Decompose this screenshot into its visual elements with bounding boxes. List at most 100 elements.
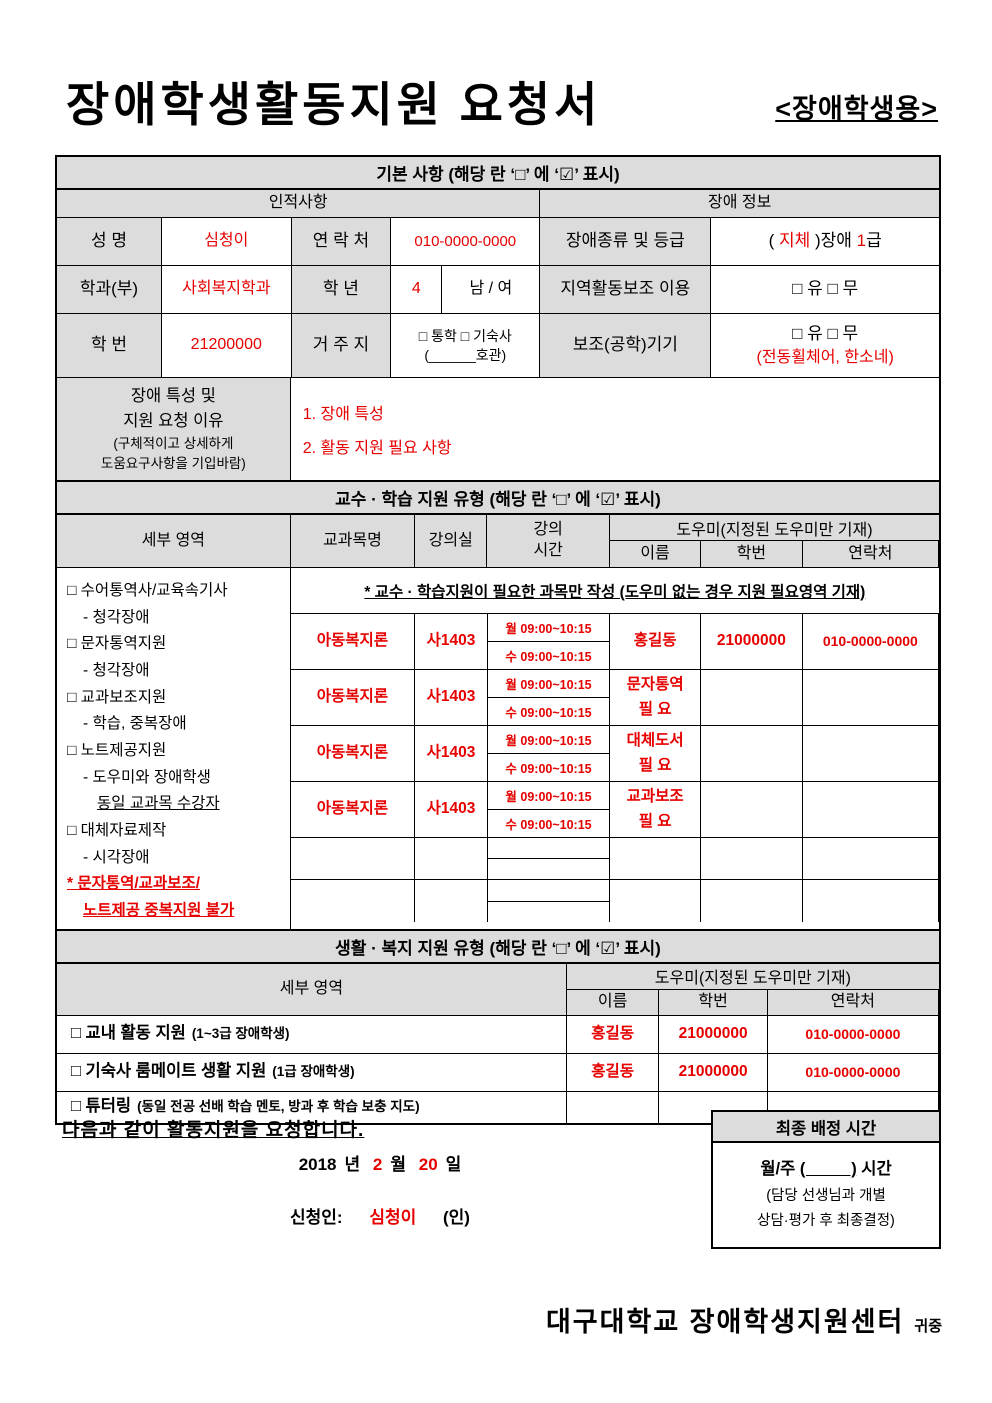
- welfare-header-helper-phone: 연락처: [767, 989, 939, 1015]
- department-label: 학과(부): [57, 266, 162, 313]
- course-time-2: 수 09:00~10:15: [505, 762, 592, 776]
- checklist-subitem: 동일 교과목 수강자: [97, 795, 220, 813]
- checklist-subitem: - 청각장애: [83, 661, 150, 679]
- teaching-helper-subheaders: 이름 학번 연락처: [609, 541, 939, 567]
- disability-info-header: 장애 정보: [540, 190, 939, 217]
- helper-name: [610, 880, 702, 922]
- helper-phone: [803, 670, 939, 725]
- course-time-1: 월 09:00~10:15: [487, 782, 610, 810]
- course-subject: [291, 838, 416, 879]
- course-time-2: 수 09:00~10:15: [505, 650, 592, 664]
- contact-label: 연 락 처: [291, 218, 392, 265]
- reason-label-line3: (구체적이고 상세하게: [113, 435, 234, 451]
- teaching-header-area: 세부 영역: [57, 515, 291, 567]
- helper-name: 문자통역 필 요: [610, 670, 702, 725]
- checklist-item: □ 노트제공지원: [67, 741, 167, 759]
- residence-options: □ 통학 □ 기숙사: [418, 327, 512, 344]
- welfare-item-subnote: (동일 전공 선배 학습 멘토, 방과 후 학습 보충 지도): [137, 1099, 420, 1115]
- support-type-checklist: □ 수어통역사/교육속기사 - 청각장애 □ 문자통역지원 - 청각장애 □ 교…: [57, 568, 291, 929]
- welfare-helper-id: 21000000: [659, 1015, 768, 1053]
- course-room: 사1403: [415, 726, 488, 781]
- welfare-helper-phone: 010-0000-0000: [768, 1015, 939, 1053]
- residence-label: 거 주 지: [291, 314, 392, 377]
- course-time-1: 월 09:00~10:15: [487, 726, 610, 754]
- seal-mark: (인): [443, 1208, 470, 1227]
- checklist-item: □ 교과보조지원: [67, 688, 167, 706]
- course-room: [415, 838, 488, 879]
- helper-name-line1: 교과보조: [626, 788, 684, 806]
- date-month-label: 월: [390, 1155, 406, 1174]
- helper-id: [701, 838, 803, 879]
- page-title-tag: <장애학생용>: [775, 94, 938, 125]
- teaching-body: □ 수어통역사/교육속기사 - 청각장애 □ 문자통역지원 - 청각장애 □ 교…: [57, 568, 939, 931]
- checklist-restriction-note: 노트제공 중복지원 불가: [83, 901, 235, 919]
- helper-id: [701, 670, 803, 725]
- date-year: 2018: [298, 1155, 337, 1174]
- community-assist-label: 지역활동보조 이용: [540, 266, 712, 313]
- course-times: [487, 880, 611, 922]
- grade-num: 1: [856, 231, 867, 251]
- date-year-label: 년: [344, 1155, 361, 1174]
- student-id-row: 학 번 21200000 거 주 지 □ 통학 □ 기숙사 (______호관)…: [57, 314, 939, 378]
- teaching-section-bar: 교수 · 학습 지원 유형 (해당 란 ‘□’ 에 ‘☑’ 표시): [57, 482, 939, 515]
- recipient-suffix: 귀중: [914, 1318, 942, 1335]
- hours-blank: ( ): [799, 1160, 857, 1178]
- form-table: 기본 사항 (해당 란 ‘□’ 에 ‘☑’ 표시) 인적사항 장애 정보 성 명…: [55, 155, 941, 1125]
- course-times: 월 09:00~10:15 수 09:00~10:15: [487, 670, 611, 725]
- course-times: [487, 838, 611, 879]
- course-subject: 아동복지론: [291, 782, 416, 837]
- welfare-helper-name: 홍길동: [567, 1053, 660, 1091]
- reason-label-line1: 장애 특성 및: [130, 387, 216, 405]
- helper-name-line2: 필 요: [638, 812, 672, 830]
- checklist-subitem: - 도우미와 장애학생: [83, 768, 211, 786]
- helper-name-line2: 필 요: [638, 756, 672, 774]
- checklist-item: □ 대체자료제작: [67, 821, 167, 839]
- welfare-helper-id: [659, 1091, 768, 1123]
- welfare-helper-name: 홍길동: [567, 1015, 660, 1053]
- name-label: 성 명: [57, 218, 162, 265]
- welfare-section-bar: 생활 · 복지 지원 유형 (해당 란 ‘□’ 에 ‘☑’ 표시): [57, 930, 939, 964]
- checklist-item: □ 수어통역사/교육속기사: [67, 582, 228, 599]
- gender-value: 남 / 여: [442, 266, 541, 313]
- device-checkboxes: □ 유 □ 무: [792, 323, 859, 343]
- helper-id: [701, 880, 803, 922]
- basic-section-bar: 기본 사항 (해당 란 ‘□’ 에 ‘☑’ 표시): [57, 157, 939, 190]
- welfare-helper-phone: [768, 1091, 939, 1123]
- grade-type: 지체: [778, 231, 811, 251]
- checklist-item: □ 문자통역지원: [67, 635, 167, 653]
- helper-name: 홍길동: [610, 614, 702, 669]
- student-id-value: 21200000: [162, 314, 292, 377]
- residence-checkboxes: □ 통학 □ 기숙사 (______호관): [391, 314, 541, 377]
- helper-name-line2: 필 요: [638, 700, 672, 718]
- final-assignment-note2: 상담·평가 후 최종결정): [757, 1213, 895, 1230]
- welfare-helper-group: 도우미(지정된 도우미만 기재) 이름 학번 연락처: [566, 963, 939, 1015]
- course-time-1: 월 09:00~10:15: [487, 670, 610, 698]
- teaching-header-time-line2: 시간: [533, 542, 563, 559]
- welfare-item-subnote: (1급 장애학생): [272, 1064, 355, 1080]
- welfare-header-helper-id: 학번: [659, 989, 768, 1015]
- recipient-line: 대구대학교 장애학생지원센터 귀중: [546, 1300, 942, 1339]
- recipient-name: 대구대학교 장애학생지원센터: [545, 1307, 905, 1337]
- welfare-helper-name: [567, 1091, 660, 1123]
- grade-mid: )장애: [810, 231, 857, 251]
- helper-phone: [803, 782, 939, 837]
- course-time-2: 수 09:00~10:15: [505, 706, 592, 720]
- helper-phone: 010-0000-0000: [803, 614, 939, 669]
- request-statement: 다음과 같이 활동지원을 요청합니다.: [62, 1120, 365, 1141]
- final-assignment-title: 최종 배정 시간: [713, 1112, 939, 1143]
- welfare-row: □ 교내 활동 지원 (1~3급 장애학생) 홍길동 21000000 010-0…: [57, 1015, 939, 1054]
- subsection-header-row: 인적사항 장애 정보: [57, 190, 939, 218]
- welfare-item-text: □ 교내 활동 지원: [71, 1024, 186, 1043]
- residence-blank: (______호관): [424, 346, 507, 363]
- course-row: 아동복지론 사1403 월 09:00~10:15 수 09:00~10:15 …: [290, 782, 939, 838]
- helper-phone: [803, 838, 939, 879]
- course-row: 아동복지론 사1403 월 09:00~10:15 수 09:00~10:15 …: [290, 614, 939, 670]
- disability-grade-label: 장애종류 및 등급: [540, 218, 712, 265]
- welfare-item-label: □ 기숙사 룸메이트 생활 지원 (1급 장애학생): [57, 1053, 567, 1091]
- teaching-header-row: 세부 영역 교과목명 강의실 강의 시간 도우미(지정된 도우미만 기재) 이름…: [57, 515, 939, 568]
- final-assignment-hours: 월/주 ( ) 시간: [719, 1155, 933, 1184]
- helper-name: 대체도서 필 요: [610, 726, 702, 781]
- helper-phone: [803, 880, 939, 922]
